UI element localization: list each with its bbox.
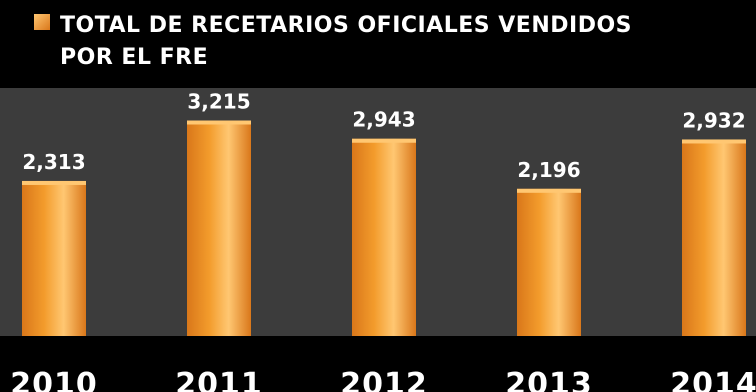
bars-group — [22, 120, 746, 336]
data-label-2012: 2,943 — [352, 108, 415, 132]
data-label-2014: 2,932 — [682, 108, 745, 132]
legend: TOTAL DE RECETARIOS OFICIALES VENDIDOS P… — [34, 13, 632, 70]
category-label-2010: 2010 — [10, 367, 98, 392]
bar-top-highlight-2011 — [187, 120, 251, 125]
data-label-2011: 3,215 — [187, 90, 250, 114]
bar-top-highlight-2010 — [22, 180, 86, 185]
bar-top-highlight-2012 — [352, 138, 416, 143]
category-label-2013: 2013 — [505, 367, 593, 392]
data-label-2013: 2,196 — [517, 158, 580, 182]
bar-top-highlight-2014 — [682, 139, 746, 144]
bar-2010 — [22, 180, 86, 336]
category-label-2012: 2012 — [340, 367, 428, 392]
data-label-2010: 2,313 — [22, 150, 85, 174]
bar-2012 — [352, 138, 416, 336]
bar-2014 — [682, 139, 746, 336]
data-labels-group: 2,313 3,215 2,943 2,196 2,932 — [22, 90, 745, 182]
legend-label-line-1: TOTAL DE RECETARIOS OFICIALES VENDIDOS — [60, 13, 632, 38]
bar-2013 — [517, 188, 581, 336]
category-label-2014: 2014 — [670, 367, 756, 392]
legend-label-line-2: POR EL FRE — [60, 45, 208, 70]
category-label-2011: 2011 — [175, 367, 263, 392]
bar-top-highlight-2013 — [517, 188, 581, 193]
category-labels-group: 2010 2011 2012 2013 2014 — [10, 367, 756, 392]
legend-swatch — [34, 14, 50, 30]
bar-2011 — [187, 120, 251, 336]
